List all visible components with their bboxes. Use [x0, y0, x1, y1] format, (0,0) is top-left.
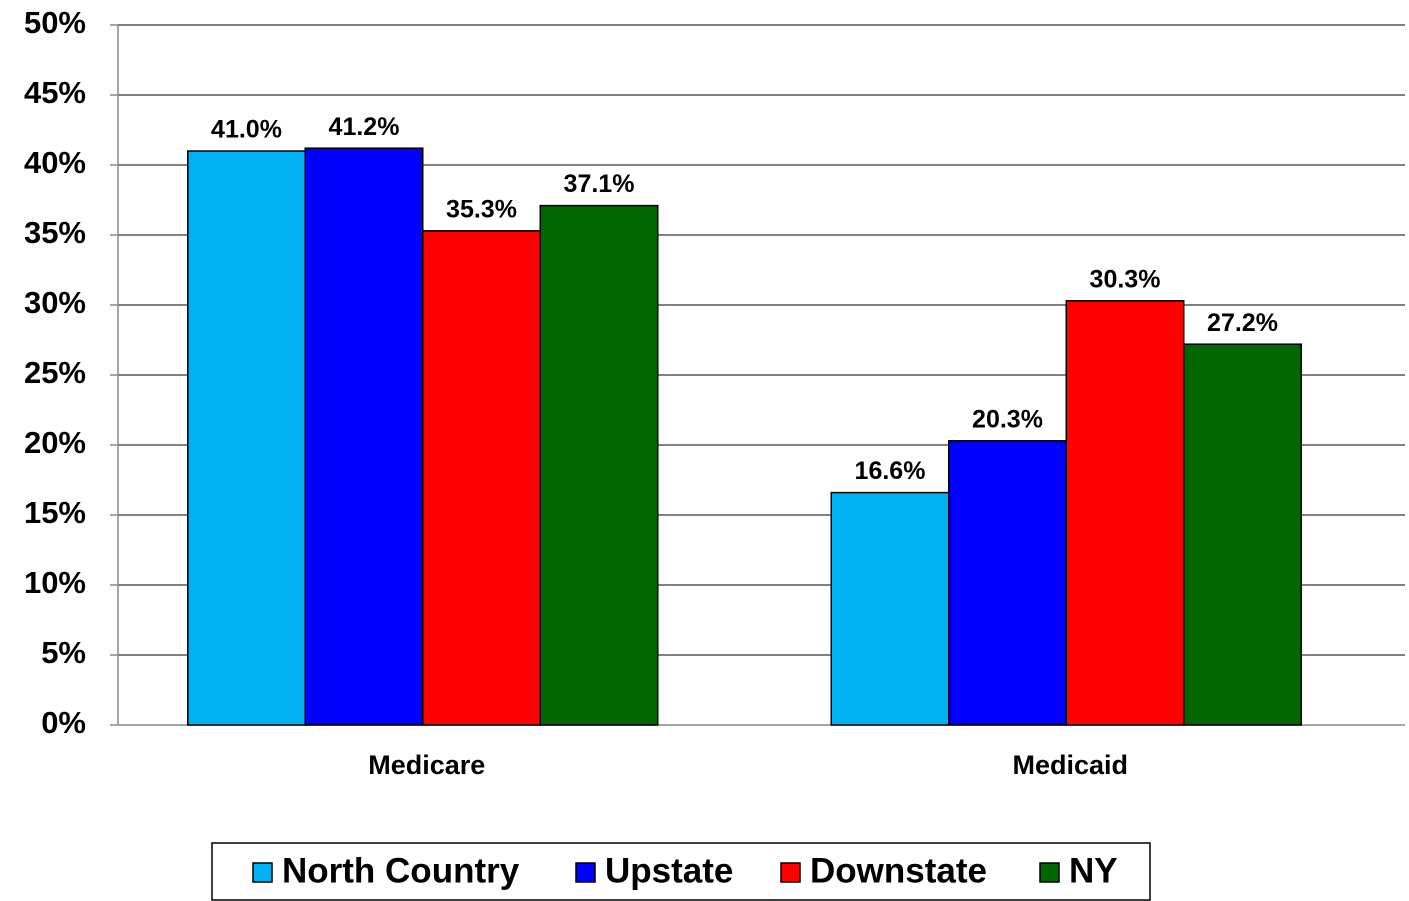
value-label: 35.3% — [446, 195, 517, 223]
x-tick-label: Medicare — [368, 750, 485, 780]
value-label: 41.2% — [329, 113, 400, 141]
bar — [830, 491, 950, 726]
legend-box — [211, 842, 1151, 901]
y-tick-label: 10% — [24, 565, 86, 600]
value-label: 20.3% — [972, 405, 1043, 433]
y-tick-label: 15% — [24, 495, 86, 530]
bar — [948, 440, 1067, 726]
bar — [1065, 300, 1185, 726]
bar — [539, 204, 659, 726]
y-tick-label: 30% — [24, 285, 86, 320]
legend-label: Downstate — [810, 851, 987, 890]
value-label: 30.3% — [1090, 265, 1161, 293]
y-tick-label: 50% — [24, 5, 86, 40]
legend-marker — [780, 862, 801, 883]
legend-marker — [1039, 862, 1060, 883]
y-tick-label: 40% — [24, 145, 86, 180]
bar — [304, 147, 424, 726]
legend-label: NY — [1069, 851, 1118, 890]
y-tick-label: 20% — [24, 425, 86, 460]
bar — [187, 150, 306, 726]
value-label: 41.0% — [211, 116, 282, 144]
y-tick-label: 35% — [24, 215, 86, 250]
value-label: 16.6% — [855, 457, 926, 485]
legend-label: North Country — [282, 851, 520, 890]
value-label: 27.2% — [1207, 309, 1278, 337]
x-tick-label: Medicaid — [1012, 750, 1128, 780]
y-tick-label: 5% — [41, 635, 86, 670]
y-tick-label: 0% — [41, 705, 86, 740]
y-tick-label: 45% — [24, 75, 86, 110]
legend-marker — [252, 862, 273, 883]
legend-label: Upstate — [605, 851, 733, 890]
legend-marker — [575, 862, 596, 883]
value-label: 37.1% — [564, 170, 635, 198]
y-tick-label: 25% — [24, 355, 86, 390]
bar — [1183, 343, 1302, 726]
bar — [422, 230, 541, 726]
